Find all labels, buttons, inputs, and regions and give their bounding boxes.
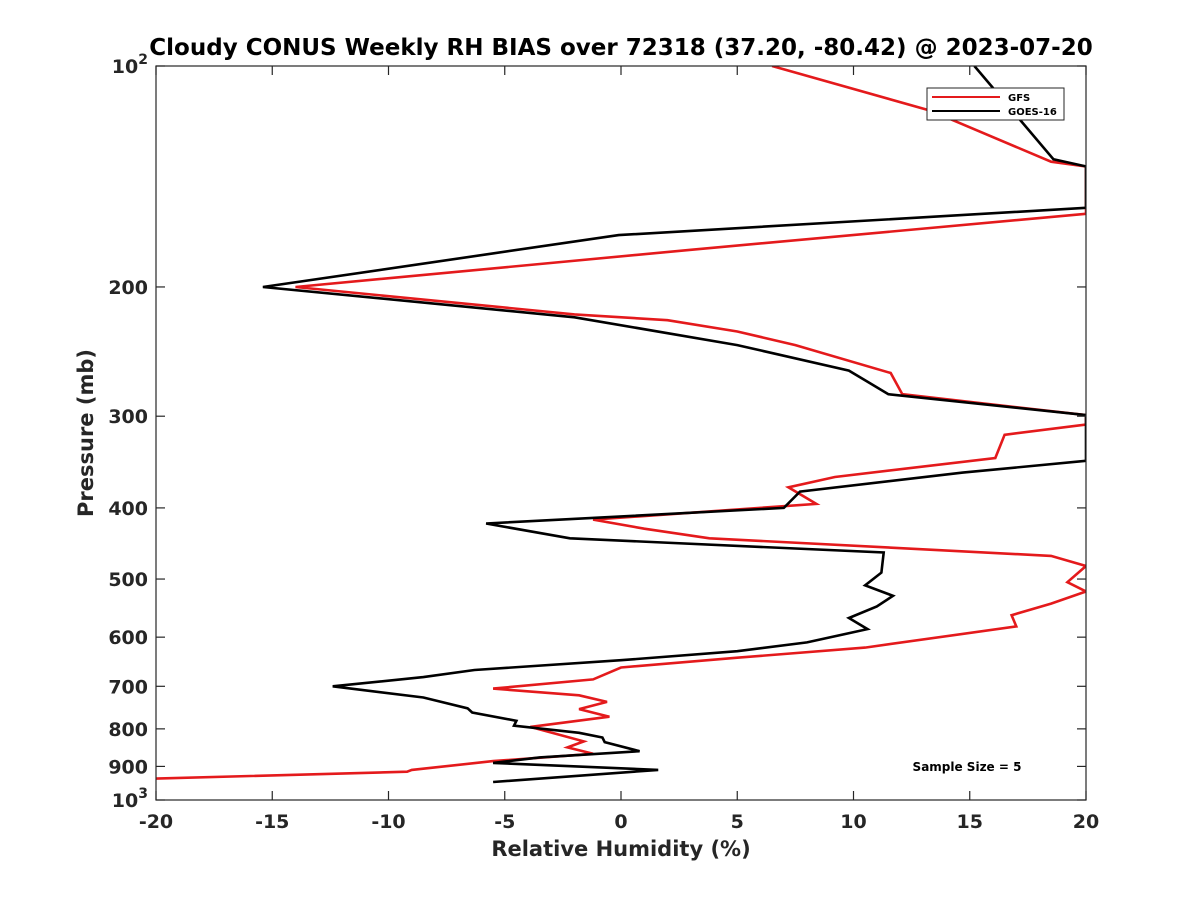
legend-label-goes16: GOES-16 — [1008, 107, 1057, 118]
series-line-gfs — [156, 66, 1086, 780]
y-tick-label: 200 — [108, 277, 148, 299]
series-layer — [156, 66, 1086, 784]
chart-title: Cloudy CONUS Weekly RH BIAS over 72318 (… — [149, 35, 1092, 61]
y-tick-label: 900 — [108, 756, 148, 778]
x-tick-label: -20 — [139, 811, 173, 833]
legend-box — [926, 87, 1065, 121]
x-tick-label: 0 — [614, 811, 627, 833]
y-axis: 102 200 300 400 500 600 700 800 900 103 — [108, 52, 1086, 812]
x-axis: -20 -15 -10 -5 0 5 10 15 20 — [139, 66, 1099, 833]
y-tick-label: 800 — [108, 719, 148, 741]
sample-size-annotation: Sample Size = 5 — [913, 760, 1022, 774]
y-tick-label: 600 — [108, 627, 148, 649]
x-tick-label: 10 — [840, 811, 866, 833]
x-axis-label: Relative Humidity (%) — [491, 837, 750, 861]
x-tick-label: 15 — [957, 811, 983, 833]
legend-label-gfs: GFS — [1008, 93, 1030, 104]
series-line-goes16 — [262, 66, 1086, 784]
y-tick-label: 300 — [108, 406, 148, 428]
y-tick-label: 400 — [108, 498, 148, 520]
y-tick-label: 500 — [108, 569, 148, 591]
y-tick-label: 103 — [112, 786, 148, 812]
x-tick-label: 20 — [1073, 811, 1099, 833]
plot-frame — [155, 65, 1087, 801]
x-tick-label: -15 — [255, 811, 289, 833]
legend: GFS GOES-16 — [926, 87, 1065, 121]
y-tick-label: 700 — [108, 676, 148, 698]
y-axis-label: Pressure (mb) — [74, 349, 98, 517]
x-tick-label: 5 — [731, 811, 744, 833]
y-tick-label: 102 — [112, 52, 148, 78]
x-tick-label: -5 — [494, 811, 515, 833]
x-tick-label: -10 — [371, 811, 405, 833]
